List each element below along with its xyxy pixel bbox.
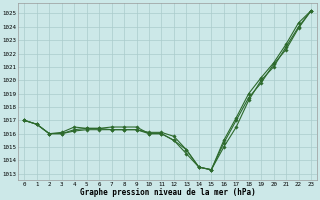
X-axis label: Graphe pression niveau de la mer (hPa): Graphe pression niveau de la mer (hPa)	[80, 188, 256, 197]
